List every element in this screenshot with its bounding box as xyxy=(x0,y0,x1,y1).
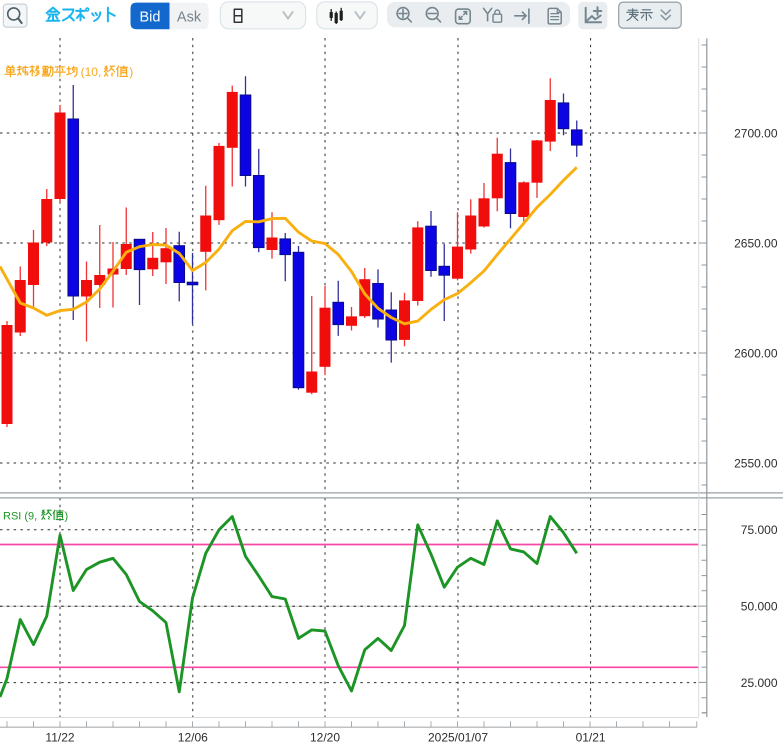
svg-text:75.000: 75.000 xyxy=(741,523,778,537)
svg-text:): ) xyxy=(129,65,133,79)
svg-text:01/21: 01/21 xyxy=(576,731,606,745)
svg-text:Ask: Ask xyxy=(177,9,202,25)
svg-text:RSI (9,: RSI (9, xyxy=(3,511,37,523)
svg-text:25.000: 25.000 xyxy=(741,676,778,690)
svg-text:50.000: 50.000 xyxy=(741,600,778,614)
svg-text:Bid: Bid xyxy=(140,9,161,25)
svg-text:(10,: (10, xyxy=(81,65,102,79)
svg-text:2700.00: 2700.00 xyxy=(734,126,778,140)
svg-text:2650.00: 2650.00 xyxy=(734,236,778,250)
svg-text:2550.00: 2550.00 xyxy=(734,456,778,470)
svg-text:12/06: 12/06 xyxy=(178,731,208,745)
svg-text:12/20: 12/20 xyxy=(310,731,340,745)
svg-text:11/22: 11/22 xyxy=(45,731,74,745)
svg-text:2600.00: 2600.00 xyxy=(734,346,778,360)
svg-text:2025/01/07: 2025/01/07 xyxy=(428,731,488,745)
svg-text:): ) xyxy=(65,511,69,523)
